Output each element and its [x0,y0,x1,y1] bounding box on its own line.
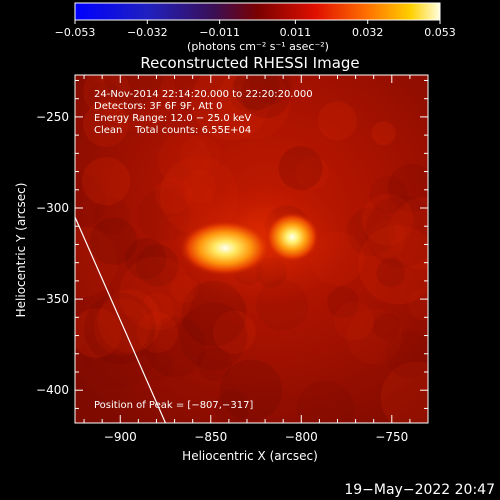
texture-blob [334,301,374,342]
plot-area [75,75,428,423]
chart-title: Reconstructed RHESSI Image [140,54,359,72]
y-tick-label: −250 [36,110,69,124]
colorbar: −0.053 −0.032 −0.011 0.011 0.032 0.053 (photo… [55,2,456,53]
texture-blob [371,121,396,146]
texture-blob [75,308,122,358]
texture-blob [373,312,400,340]
colorbar-tick-label: 0.032 [352,26,384,39]
colorbar-tick-label: 0.011 [280,26,312,39]
plot-frame [74,74,429,424]
texture-blob [214,390,250,423]
texture-blob [93,298,151,356]
texture-blob [296,380,355,423]
texture-blob [380,361,428,423]
texture-blob [84,292,156,365]
texture-blob [358,224,428,305]
texture-blob [103,75,163,105]
texture-blob [89,217,138,265]
texture-blob [327,286,359,318]
texture-blob [75,171,106,229]
texture-blob [179,302,248,371]
texture-blob [387,163,428,213]
texture-blob [385,330,428,378]
x-axis-label: Heliocentric X (arcsec) [182,449,318,463]
texture-blob [144,316,206,378]
texture-blob [87,81,122,117]
x-tick-label: −800 [285,430,318,444]
texture-blob [93,197,131,235]
info-line: Detectors: 3F 6F 9F, Att 0 [94,101,222,112]
footer-timestamp: 19−May−2022 20:47 [344,482,495,498]
texture-blob [388,197,428,271]
colorbar-gradient [74,2,441,21]
y-axis-ticks: −250 −300 −350 −400 [36,79,428,409]
texture-blob [249,75,292,105]
flare-sources [153,180,364,305]
info-block: 24-Nov-2014 22:14:20.000 to 22:20:20.000… [94,89,313,136]
texture-blob [346,308,403,365]
texture-blob [376,258,406,288]
texture-blob [408,287,428,321]
texture-blob [157,132,211,187]
texture-blob [141,292,175,326]
y-axis-label: Heliocentric Y (arcsec) [14,183,28,318]
info-line: 24-Nov-2014 22:14:20.000 to 22:20:20.000 [94,89,313,100]
texture-blob [369,175,408,214]
texture-blob [220,359,283,422]
texture-blob [197,346,232,381]
texture-blob [82,157,131,206]
texture-blob [136,311,178,354]
texture-blob [229,75,270,113]
texture-blob [83,101,129,147]
info-line: Energy Range: 12.0 − 25.0 keV [94,113,251,124]
colorbar-tick-label: −0.032 [127,26,168,39]
texture-blob [368,220,406,258]
texture-blob [365,195,428,268]
texture-blob [233,75,280,111]
texture-blob [75,226,118,298]
colorbar-tick-label: −0.011 [199,26,240,39]
x-axis-ticks: −900 −850 −800 −750 [83,75,429,444]
texture-blob [361,193,414,246]
x-tick-label: −850 [194,430,227,444]
solar-limb-line [75,216,167,423]
texture-blob [191,75,270,141]
texture-blob [139,347,173,381]
image-texture [75,75,428,423]
info-line: Clean Total counts: 6.55E+04 [94,125,251,136]
colorbar-ticks: −0.053 −0.032 −0.011 0.011 0.032 0.053 [55,20,456,39]
flare-source-left [179,220,272,277]
y-tick-label: −350 [36,292,69,306]
texture-blob [240,75,291,119]
peak-position-label: Position of Peak = [−807,−317] [94,400,253,411]
colorbar-units-label: (photons cm⁻² s⁻¹ asec⁻²) [187,40,329,53]
x-tick-label: −750 [375,430,408,444]
x-tick-label: −900 [104,430,137,444]
texture-blob [317,101,357,141]
texture-blob [83,75,131,116]
texture-blob [180,134,221,176]
colorbar-tick-label: −0.053 [55,26,96,39]
flare-source-right [265,212,320,263]
y-tick-label: −400 [36,383,69,397]
texture-blob [82,313,157,389]
y-tick-label: −300 [36,201,69,215]
texture-blob [278,146,323,191]
texture-blob [98,75,176,131]
colorbar-tick-label: 0.053 [424,26,456,39]
texture-blob [212,310,256,354]
texture-blob [217,75,291,139]
texture-blob [295,155,329,190]
